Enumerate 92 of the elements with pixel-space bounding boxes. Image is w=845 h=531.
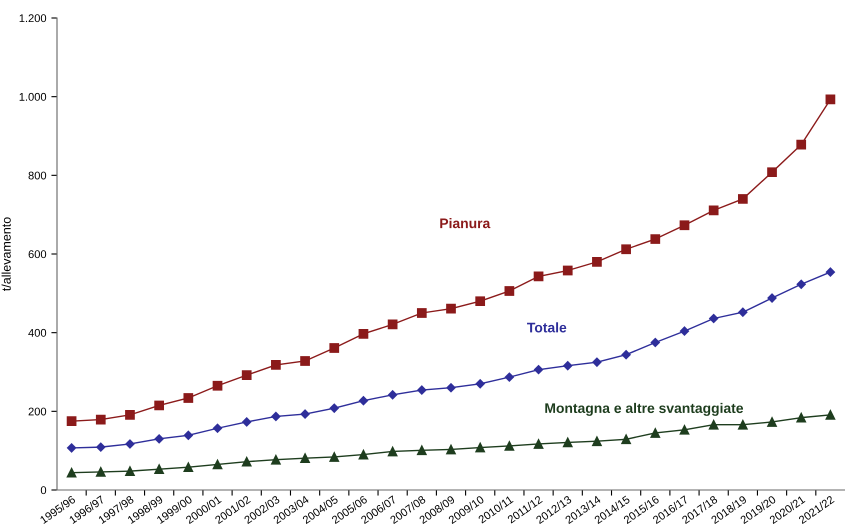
point — [738, 194, 748, 204]
point — [562, 438, 573, 448]
point — [796, 412, 806, 422]
point — [271, 412, 281, 422]
point — [562, 266, 573, 276]
point — [621, 244, 631, 254]
point — [708, 420, 719, 430]
point — [66, 416, 76, 426]
point — [388, 320, 398, 330]
point — [66, 443, 76, 453]
point — [446, 444, 456, 454]
point — [183, 462, 194, 472]
point — [212, 460, 222, 470]
point — [329, 452, 340, 462]
point — [212, 380, 222, 391]
series-label: Montagna e altre svantaggiate — [545, 402, 744, 416]
point — [242, 370, 252, 380]
point — [358, 328, 368, 339]
point — [680, 326, 690, 336]
point — [563, 361, 572, 370]
point — [680, 220, 690, 230]
point — [534, 439, 544, 449]
point — [388, 390, 398, 400]
point — [738, 420, 748, 430]
point — [767, 293, 777, 303]
y-tick-label: 1.200 — [20, 14, 46, 22]
y-tick-label: 1.000 — [20, 92, 46, 101]
point — [621, 350, 631, 360]
point — [767, 417, 777, 427]
y-tick-label: 400 — [28, 328, 46, 337]
point — [330, 404, 339, 413]
point — [300, 409, 310, 419]
point — [154, 400, 164, 410]
point — [826, 94, 836, 104]
point — [534, 365, 544, 374]
y-tick-label: 600 — [28, 250, 46, 258]
point — [650, 428, 660, 438]
y-tick-label: 200 — [28, 408, 46, 416]
point — [96, 414, 106, 424]
point — [417, 385, 426, 395]
point — [504, 372, 514, 382]
point — [592, 358, 602, 367]
point — [534, 272, 544, 282]
text: Pianura — [440, 218, 490, 228]
point — [271, 454, 281, 465]
point — [592, 257, 602, 267]
point — [271, 360, 281, 370]
point — [650, 338, 660, 348]
point — [329, 343, 340, 353]
point — [475, 296, 486, 306]
point — [504, 441, 514, 451]
point — [650, 234, 660, 244]
point — [592, 436, 602, 446]
point — [358, 450, 368, 460]
point — [708, 205, 719, 216]
point — [184, 430, 193, 440]
point — [680, 424, 690, 435]
point — [446, 304, 456, 314]
y-axis-title: t/allevamento — [2, 217, 11, 291]
point — [738, 308, 748, 317]
point — [125, 466, 135, 476]
point — [96, 467, 106, 477]
point — [183, 393, 194, 403]
point — [709, 314, 718, 324]
point — [416, 445, 427, 456]
point — [475, 442, 486, 452]
point — [767, 167, 777, 178]
y-tick-label: 0 — [40, 486, 46, 494]
point — [358, 396, 368, 406]
point — [826, 267, 836, 277]
point — [125, 410, 135, 420]
y-tick-label: 800 — [28, 172, 46, 180]
point — [476, 379, 485, 388]
point — [66, 468, 76, 478]
point — [242, 456, 252, 467]
point — [796, 140, 806, 150]
point — [154, 434, 164, 444]
text: Totale — [527, 322, 566, 332]
point — [96, 442, 106, 452]
point — [504, 286, 514, 296]
point — [300, 453, 310, 463]
point — [621, 434, 631, 444]
point — [796, 280, 806, 289]
point — [125, 439, 135, 449]
point — [300, 356, 310, 366]
point — [388, 446, 398, 456]
point — [446, 383, 456, 392]
point — [826, 410, 836, 420]
point — [154, 464, 164, 474]
point — [416, 308, 427, 318]
point — [242, 417, 252, 427]
point — [212, 424, 222, 433]
